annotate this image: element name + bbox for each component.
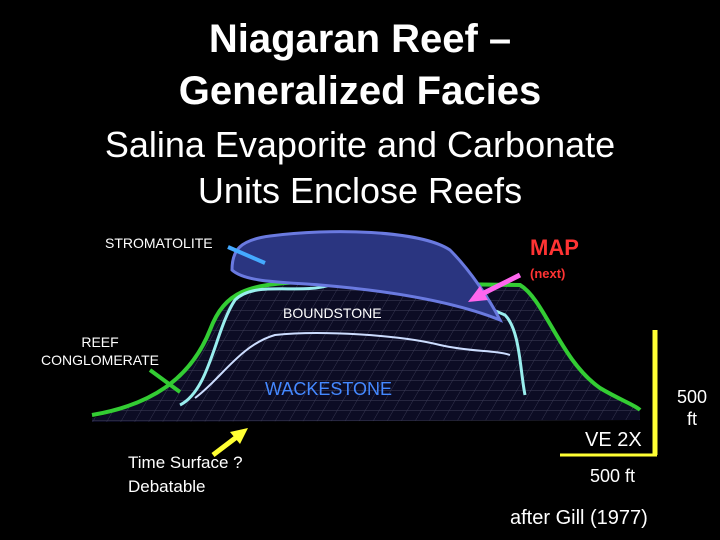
title: Generalized Facies xyxy=(179,69,541,113)
map-arrow xyxy=(478,272,522,298)
time-surface-arrowhead xyxy=(230,428,248,444)
label: VE 2X xyxy=(585,429,642,451)
label: WACKESTONE xyxy=(265,379,392,399)
label: (next) xyxy=(530,266,565,281)
label: 500 xyxy=(677,387,707,407)
label: CONGLOMERATE xyxy=(41,352,159,368)
label: Debatable xyxy=(128,477,206,496)
reef-body xyxy=(92,282,640,422)
label: STROMATOLITE xyxy=(105,235,213,251)
label: ft xyxy=(687,409,697,429)
subtitle: Units Enclose Reefs xyxy=(198,170,522,211)
label: BOUNDSTONE xyxy=(283,305,382,321)
credit: after Gill (1977) xyxy=(510,507,648,529)
label: Time Surface ? xyxy=(128,453,243,472)
title: Niagaran Reef – xyxy=(209,17,511,61)
map-arrowhead xyxy=(468,286,488,302)
conglomerate-pointer xyxy=(148,368,182,394)
label: MAP xyxy=(530,235,579,260)
stromatolite-pointer xyxy=(227,245,266,265)
time-surface-arrow xyxy=(211,434,240,457)
label: REEF xyxy=(81,334,118,350)
wackestone-boundary xyxy=(194,332,511,399)
subtitle: Salina Evaporite and Carbonate xyxy=(105,124,615,165)
label: 500 ft xyxy=(590,466,635,486)
